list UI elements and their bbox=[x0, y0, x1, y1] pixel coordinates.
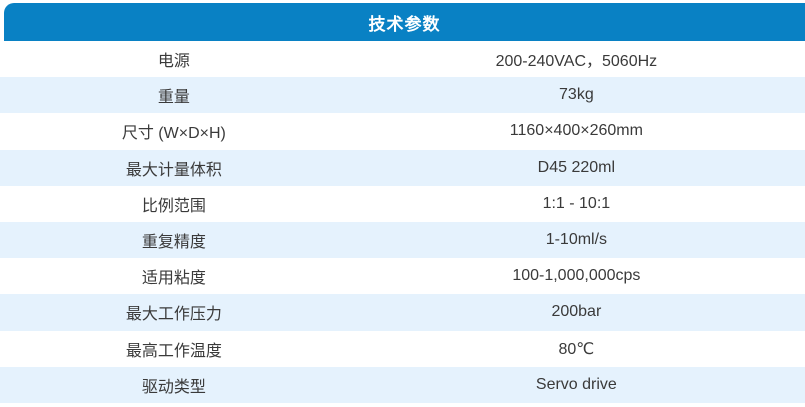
spec-label: 重量 bbox=[157, 89, 190, 107]
table-row: 适用粘度 100-1,000,000cps bbox=[0, 258, 805, 295]
table-row: 驱动类型 Servo drive bbox=[0, 366, 805, 403]
table-row: 最大工作压力 200bar bbox=[0, 294, 805, 331]
spec-label: 最大工作压力 bbox=[125, 306, 222, 324]
spec-value: D45 220ml bbox=[537, 158, 616, 176]
table-row: 最高工作温度 80℃ bbox=[0, 330, 805, 367]
table-body: 电源 200-240VAC，5060Hz 重量 73kg 尺寸 (W×D×H) … bbox=[0, 41, 805, 407]
spec-value: 1160×400×260mm bbox=[509, 122, 643, 140]
spec-label: 电源 bbox=[157, 53, 190, 71]
table-row: 比例范围 1:1 - 10:1 bbox=[0, 185, 805, 222]
spec-value: 1:1 - 10:1 bbox=[542, 194, 611, 212]
spec-value: 200bar bbox=[551, 303, 602, 321]
spec-value: 100-1,000,000cps bbox=[512, 267, 641, 285]
table-title: 技术参数 bbox=[4, 3, 805, 41]
table-row: 最大计量体积 D45 220ml bbox=[0, 149, 805, 186]
table-row: 尺寸 (W×D×H) 1160×400×260mm bbox=[0, 113, 805, 150]
spec-value: 1-10ml/s bbox=[545, 231, 608, 249]
spec-label: 尺寸 (W×D×H) bbox=[121, 125, 226, 143]
spec-label: 适用粘度 bbox=[141, 270, 206, 288]
spec-value: 73kg bbox=[559, 86, 594, 104]
spec-label: 最高工作温度 bbox=[125, 342, 222, 360]
table-row: 重复精度 1-10ml/s bbox=[0, 221, 805, 259]
spec-label: 最大计量体积 bbox=[125, 161, 222, 179]
spec-value: 200-240VAC，5060Hz bbox=[495, 53, 658, 71]
table-row: 重量 73kg bbox=[0, 77, 805, 114]
spec-value: Servo drive bbox=[535, 375, 617, 393]
spec-value: 80℃ bbox=[558, 340, 595, 358]
spec-label: 重复精度 bbox=[141, 234, 206, 252]
table-row: 电源 200-240VAC，5060Hz bbox=[0, 41, 805, 78]
spec-label: 驱动类型 bbox=[141, 378, 206, 396]
spec-label: 比例范围 bbox=[141, 197, 206, 215]
